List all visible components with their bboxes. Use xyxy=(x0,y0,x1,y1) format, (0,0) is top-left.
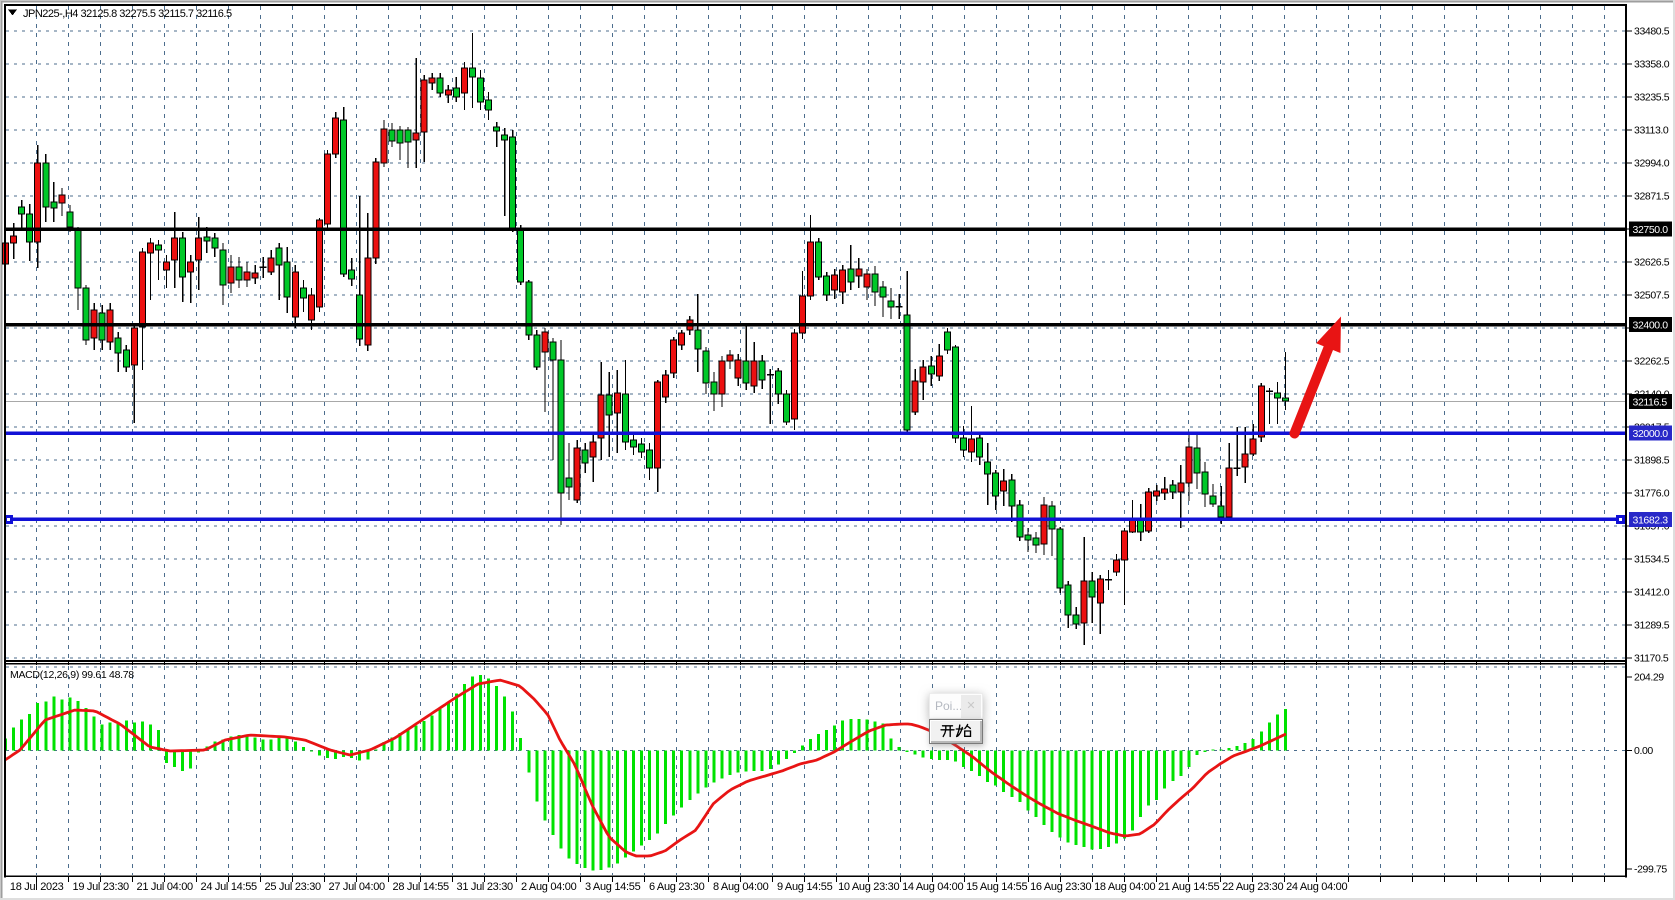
svg-text:31170.5: 31170.5 xyxy=(1634,653,1669,665)
svg-text:3 Aug 14:55: 3 Aug 14:55 xyxy=(585,881,641,893)
svg-text:33235.5: 33235.5 xyxy=(1634,92,1670,104)
svg-text:-299.75: -299.75 xyxy=(1634,864,1667,876)
svg-text:32400.0: 32400.0 xyxy=(1633,320,1669,332)
svg-text:31898.5: 31898.5 xyxy=(1634,455,1670,467)
svg-text:33113.0: 33113.0 xyxy=(1634,125,1669,137)
svg-text:32750.0: 32750.0 xyxy=(1633,224,1669,236)
svg-text:32507.5: 32507.5 xyxy=(1634,290,1670,302)
svg-text:14 Aug 04:00: 14 Aug 04:00 xyxy=(902,881,963,893)
svg-text:32116.5: 32116.5 xyxy=(1633,397,1668,409)
svg-text:28 Jul 14:55: 28 Jul 14:55 xyxy=(393,881,450,893)
svg-text:18 Aug 04:00: 18 Aug 04:00 xyxy=(1094,881,1155,893)
svg-text:21 Jul 04:00: 21 Jul 04:00 xyxy=(137,881,194,893)
svg-text:0.00: 0.00 xyxy=(1634,745,1653,757)
svg-text:32262.5: 32262.5 xyxy=(1634,356,1670,368)
svg-text:32626.5: 32626.5 xyxy=(1634,257,1670,269)
svg-text:24 Jul 14:55: 24 Jul 14:55 xyxy=(201,881,258,893)
svg-text:24 Aug 04:00: 24 Aug 04:00 xyxy=(1286,881,1347,893)
svg-text:JPN225-,H4 32125.8 32275.5 32: JPN225-,H4 32125.8 32275.5 32115.7 32116… xyxy=(23,8,232,20)
svg-text:2 Aug 04:00: 2 Aug 04:00 xyxy=(521,881,577,893)
svg-text:27 Jul 04:00: 27 Jul 04:00 xyxy=(329,881,386,893)
svg-text:32000.0: 32000.0 xyxy=(1633,428,1669,440)
svg-text:21 Aug 14:55: 21 Aug 14:55 xyxy=(1158,881,1219,893)
svg-text:15 Aug 14:55: 15 Aug 14:55 xyxy=(966,881,1027,893)
svg-text:10 Aug 23:30: 10 Aug 23:30 xyxy=(838,881,899,893)
svg-text:31682.3: 31682.3 xyxy=(1633,514,1669,526)
svg-text:19 Jul 23:30: 19 Jul 23:30 xyxy=(73,881,130,893)
svg-text:31776.0: 31776.0 xyxy=(1634,488,1670,500)
svg-text:22 Aug 23:30: 22 Aug 23:30 xyxy=(1222,881,1283,893)
svg-text:204.29: 204.29 xyxy=(1634,672,1664,684)
svg-text:MACD(12,26,9) 99.61 48.78: MACD(12,26,9) 99.61 48.78 xyxy=(10,669,134,681)
svg-text:9 Aug 14:55: 9 Aug 14:55 xyxy=(777,881,833,893)
svg-text:31289.5: 31289.5 xyxy=(1634,620,1670,632)
svg-text:32994.0: 32994.0 xyxy=(1634,158,1670,170)
svg-text:6 Aug 23:30: 6 Aug 23:30 xyxy=(649,881,705,893)
svg-text:32871.5: 32871.5 xyxy=(1634,191,1670,203)
svg-text:8 Aug 04:00: 8 Aug 04:00 xyxy=(713,881,769,893)
svg-text:33480.5: 33480.5 xyxy=(1634,26,1670,38)
svg-text:16 Aug 23:30: 16 Aug 23:30 xyxy=(1030,881,1091,893)
svg-text:33358.0: 33358.0 xyxy=(1634,59,1670,71)
svg-text:31 Jul 23:30: 31 Jul 23:30 xyxy=(457,881,514,893)
svg-text:25 Jul 23:30: 25 Jul 23:30 xyxy=(265,881,322,893)
svg-text:31534.5: 31534.5 xyxy=(1634,554,1670,566)
svg-text:31412.0: 31412.0 xyxy=(1634,587,1670,599)
svg-text:18 Jul 2023: 18 Jul 2023 xyxy=(10,881,64,893)
